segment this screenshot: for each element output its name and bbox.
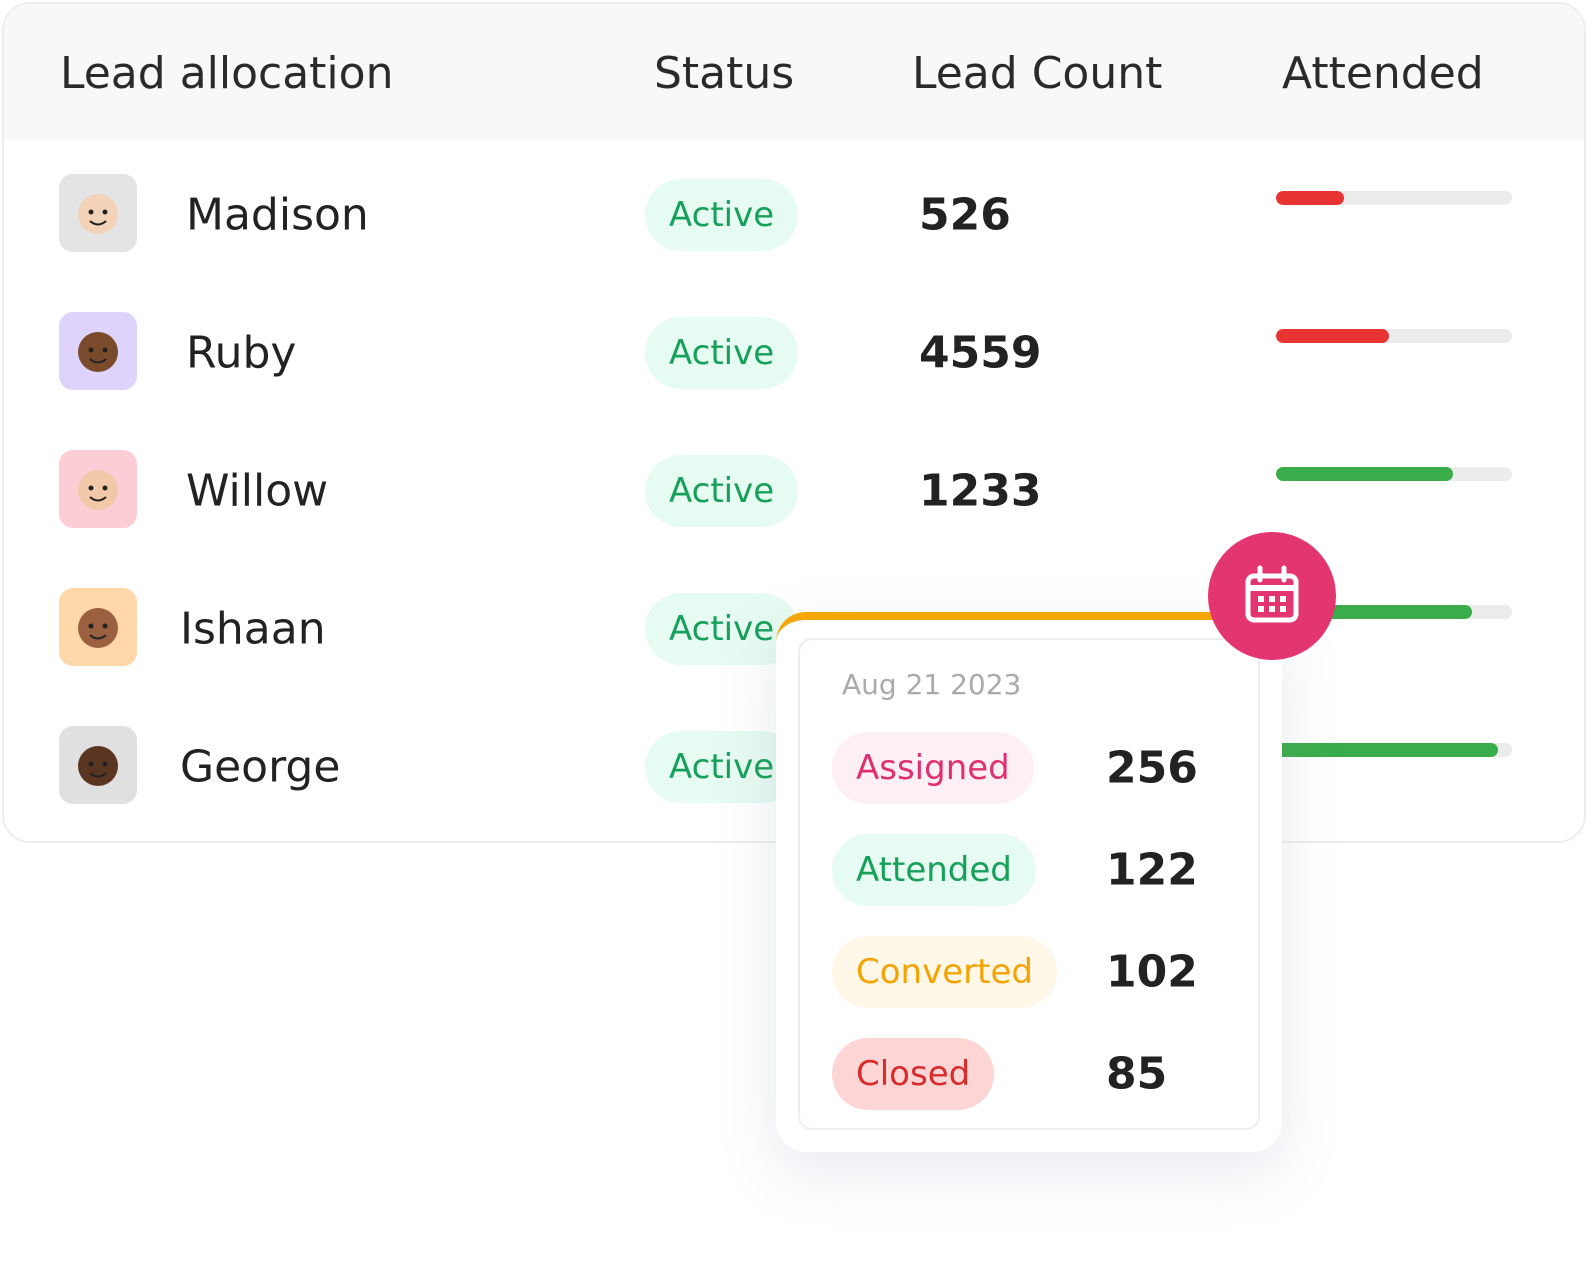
avatar <box>59 726 137 804</box>
metric-pill: Assigned <box>832 732 1034 804</box>
attended-track <box>1276 467 1512 481</box>
row-name: Ishaan <box>180 603 326 655</box>
popover-date: Aug 21 2023 <box>842 668 1022 701</box>
metric-pill: Attended <box>832 834 1036 906</box>
metric-value: 122 <box>1106 844 1198 896</box>
row-name: Ruby <box>186 327 297 379</box>
lead-count: 526 <box>919 189 1011 241</box>
status-pill: Active <box>645 317 799 389</box>
attended-track <box>1276 191 1512 205</box>
status-pill: Active <box>645 455 799 527</box>
table-header: Lead allocation Status Lead Count Attended <box>4 4 1584 139</box>
column-header: Lead Count <box>912 48 1163 99</box>
avatar <box>59 450 137 528</box>
status-pill: Active <box>645 593 799 665</box>
avatar-face <box>78 194 118 234</box>
calendar-button[interactable] <box>1208 532 1336 660</box>
metric-value: 102 <box>1106 946 1198 998</box>
attended-bar <box>1276 191 1345 205</box>
avatar-face <box>78 608 118 648</box>
status-pill: Active <box>645 731 799 803</box>
column-header: Attended <box>1282 48 1484 99</box>
attended-bar <box>1276 329 1390 343</box>
metric-pill: Closed <box>832 1038 995 1110</box>
column-header: Status <box>654 48 795 99</box>
lead-count: 4559 <box>919 327 1042 379</box>
avatar-face <box>78 470 118 510</box>
status-pill: Active <box>645 179 799 251</box>
attended-bar <box>1276 743 1498 757</box>
metric-pill: Converted <box>832 936 1057 1008</box>
column-header: Lead allocation <box>60 48 394 99</box>
avatar <box>59 312 137 390</box>
attended-bar <box>1276 467 1453 481</box>
avatar <box>59 588 137 666</box>
avatar-face <box>78 746 118 786</box>
lead-count: 1233 <box>919 465 1042 517</box>
row-name: George <box>180 741 341 793</box>
attended-track <box>1276 329 1512 343</box>
popover-accent <box>776 612 1216 650</box>
popover: Aug 21 2023 Assigned 256 Attended 122 Conver… <box>776 612 1282 1152</box>
lead-table: Lead allocation Status Lead Count Attended … <box>2 2 1586 843</box>
popover-inner <box>798 638 1260 1130</box>
row-name: Willow <box>186 465 329 517</box>
avatar-face <box>78 332 118 372</box>
metric-value: 85 <box>1106 1048 1168 1100</box>
metric-value: 256 <box>1106 742 1198 794</box>
avatar <box>59 174 137 252</box>
attended-track <box>1276 743 1512 757</box>
row-name: Madison <box>186 189 369 241</box>
